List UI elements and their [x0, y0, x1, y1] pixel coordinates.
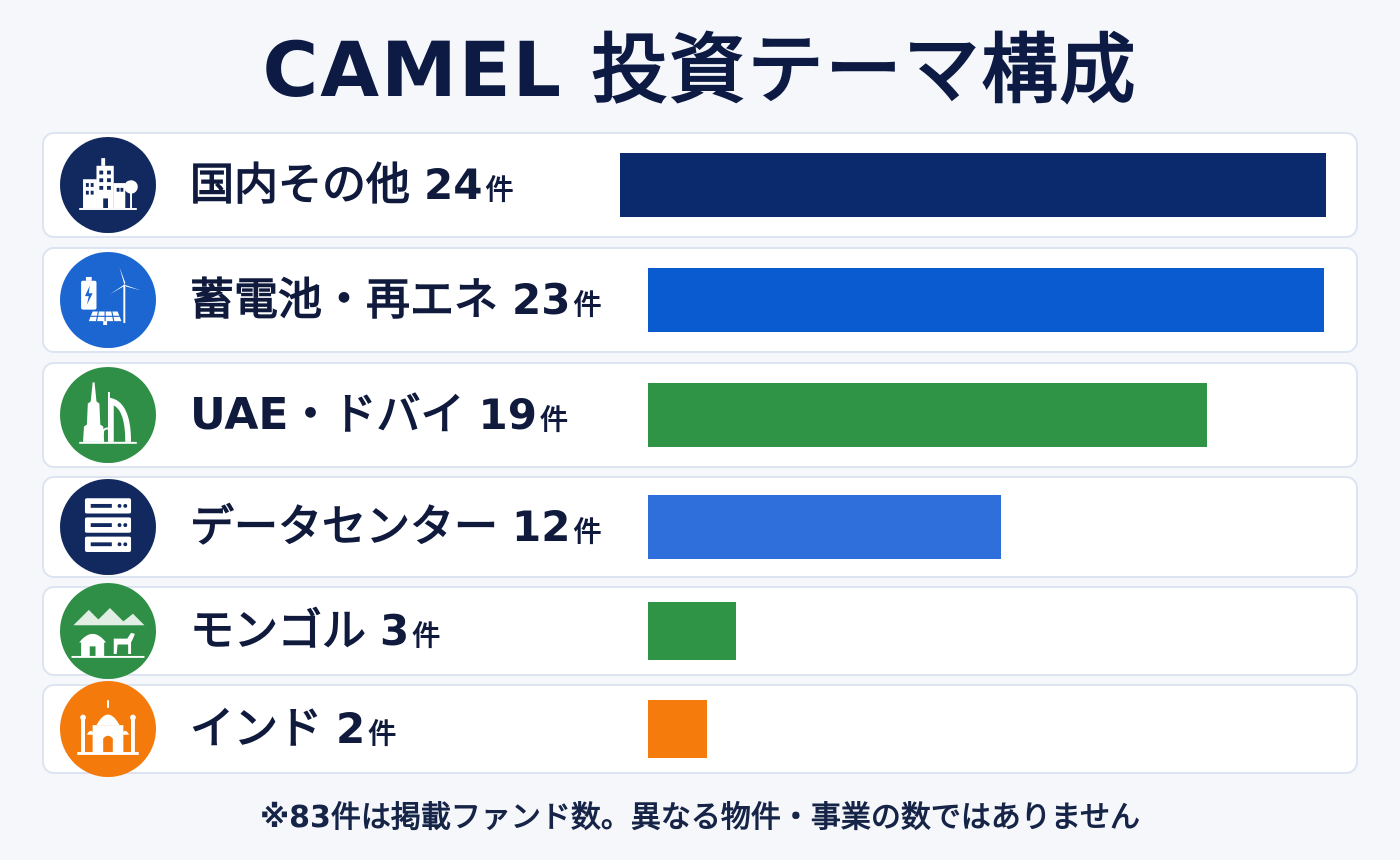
- value-label: 3: [380, 606, 410, 655]
- yurt-horse-mountains-icon: [60, 583, 156, 679]
- category-name: データセンター: [190, 501, 498, 552]
- bar: [648, 700, 707, 758]
- category-name: 蓄電池・再エネ: [190, 274, 498, 325]
- value-label: 24: [424, 160, 483, 209]
- category-name: UAE・ドバイ: [190, 389, 465, 440]
- category-label: モンゴル 3 件: [190, 606, 440, 661]
- unit-label: 件: [573, 288, 602, 321]
- category-label: インド 2 件: [190, 704, 396, 759]
- city-buildings-icon: [60, 137, 156, 233]
- category-label: UAE・ドバイ 19 件: [190, 390, 568, 445]
- theme-row: インド 2 件: [42, 681, 1358, 777]
- value-label: 12: [512, 502, 571, 551]
- theme-row: モンゴル 3 件: [42, 583, 1358, 679]
- theme-row: UAE・ドバイ 19 件: [42, 362, 1358, 468]
- unit-label: 件: [368, 717, 397, 750]
- taj-mahal-icon: [60, 681, 156, 777]
- category-name: インド: [190, 703, 322, 754]
- theme-row: 国内その他 24 件: [42, 132, 1358, 238]
- unit-label: 件: [539, 403, 568, 436]
- value-label: 2: [336, 704, 366, 753]
- theme-row: データセンター 12 件: [42, 476, 1358, 578]
- category-name: モンゴル: [190, 605, 366, 656]
- unit-label: 件: [485, 173, 514, 206]
- bar: [648, 268, 1325, 332]
- bar: [648, 383, 1207, 447]
- value-label: 23: [512, 275, 571, 324]
- battery-wind-solar-icon: [60, 252, 156, 348]
- bar: [648, 602, 737, 660]
- unit-label: 件: [412, 619, 441, 652]
- unit-label: 件: [573, 515, 602, 548]
- burj-khalifa-burj-al-arab-icon: [60, 367, 156, 463]
- category-label: 国内その他 24 件: [190, 160, 513, 215]
- bar: [648, 495, 1001, 559]
- footnote: ※83件は掲載ファンド数。異なる物件・事業の数ではありません: [259, 800, 1140, 835]
- category-name: 国内その他: [190, 159, 410, 210]
- theme-row: 蓄電池・再エネ 23 件: [42, 247, 1358, 353]
- category-label: データセンター 12 件: [190, 502, 601, 557]
- value-label: 19: [478, 390, 537, 439]
- bar: [620, 153, 1326, 217]
- page-title: CAMEL 投資テーマ構成: [262, 25, 1138, 114]
- server-rack-icon: [60, 479, 156, 575]
- category-label: 蓄電池・再エネ 23 件: [190, 275, 601, 330]
